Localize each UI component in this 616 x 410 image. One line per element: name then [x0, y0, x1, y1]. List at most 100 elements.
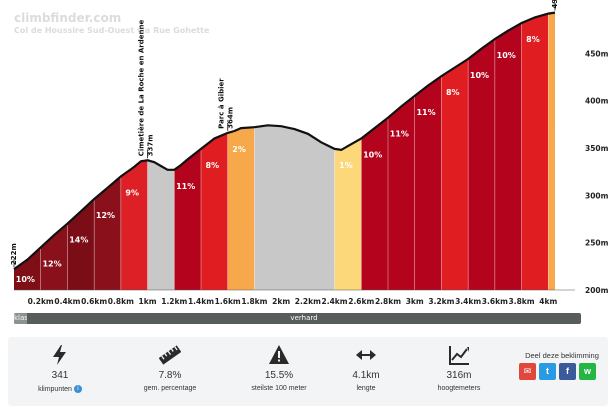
gradient-segment-9 — [254, 125, 335, 290]
x-tick-label-8: 1.8km — [241, 297, 267, 306]
ruler-icon — [159, 345, 181, 365]
grade-label-13: 11% — [416, 108, 435, 117]
x-tick-label-12: 2.6km — [348, 297, 374, 306]
y-tick-label-3: 350m — [585, 144, 609, 153]
stat-value: 316m — [446, 370, 472, 381]
grade-label-6: 11% — [176, 182, 195, 191]
gradient-segment-1 — [40, 223, 68, 290]
gradient-segment-6 — [174, 148, 201, 290]
x-tick-label-14: 3km — [406, 297, 424, 306]
y-tick-label-2: 300m — [585, 191, 609, 200]
marker-label-2: Parc à Gibier — [218, 78, 226, 129]
stat-value: 15.5% — [264, 370, 294, 381]
warning-triangle-icon — [269, 345, 289, 364]
whatsapp-icon: w — [583, 366, 591, 376]
gradient-segment-11 — [361, 117, 388, 290]
grade-label-16: 10% — [497, 51, 516, 60]
gradient-segment-12 — [388, 95, 415, 291]
x-tick-label-11: 2.4km — [322, 297, 348, 306]
y-tick-label-1: 250m — [585, 239, 609, 248]
y-tick-label-5: 450m — [585, 49, 609, 58]
facebook-icon: f — [566, 366, 569, 376]
grade-label-7: 8% — [206, 161, 220, 170]
email-share-button[interactable]: ✉ — [519, 363, 536, 380]
gradient-segment-18 — [548, 12, 555, 290]
info-icon[interactable]: i — [73, 385, 82, 393]
x-tick-label-2: 0.6km — [81, 297, 107, 306]
stat-elevation-gain: 316m hoogtemeters — [413, 337, 505, 406]
x-tick-label-16: 3.4km — [455, 297, 481, 306]
surface-bar — [14, 313, 581, 324]
marker-elevation-2: 364m — [227, 107, 235, 129]
x-tick-label-15: 3.2km — [428, 297, 454, 306]
stat-value: 341 — [51, 370, 69, 381]
grade-label-4: 9% — [125, 188, 139, 197]
stat-avg-grade: 7.8% gem. percentage — [124, 337, 216, 406]
stat-climb-points: 341 klimpunten i — [14, 337, 106, 406]
stat-steepest-100m: 15.5% steilste 100 meter — [233, 337, 325, 406]
stat-length: 4.1km lengte — [320, 337, 412, 406]
gradient-segment-8 — [227, 127, 255, 290]
watermark-site: climbfinder.com — [14, 11, 121, 25]
whatsapp-share-button[interactable]: w — [579, 363, 596, 380]
gradient-segment-15 — [468, 39, 495, 290]
marker-elevation-1: 337m — [147, 134, 155, 156]
grade-label-10: 1% — [339, 161, 353, 170]
gradient-segment-13 — [414, 76, 442, 290]
twitter-icon: t — [546, 366, 549, 376]
gradient-segment-0 — [14, 247, 41, 290]
x-tick-label-18: 3.8km — [509, 297, 535, 306]
stats-panel: 341 klimpunten i 7.8% gem. percentage 15… — [8, 337, 608, 406]
gradient-segment-10 — [334, 138, 362, 290]
x-tick-label-9: 2km — [272, 297, 290, 306]
gradient-segment-16 — [494, 23, 522, 290]
email-icon: ✉ — [523, 366, 532, 376]
x-tick-label-3: 0.8km — [108, 297, 134, 306]
lightning-icon — [53, 345, 66, 365]
profile-line — [13, 11, 556, 271]
arrows-horizontal-icon — [356, 350, 376, 360]
x-tick-label-7: 1.6km — [215, 297, 241, 306]
grade-label-14: 8% — [446, 88, 460, 97]
marker-label-0: 222m — [10, 243, 18, 265]
line-chart-icon — [449, 346, 469, 365]
x-tick-label-10: 2.2km — [295, 297, 321, 306]
stat-label: lengte — [356, 385, 376, 392]
gradient-segment-7 — [201, 132, 228, 290]
stat-value: 7.8% — [158, 370, 182, 381]
grade-label-2: 14% — [69, 236, 88, 245]
gradient-segment-4 — [120, 160, 148, 290]
grade-label-12: 11% — [390, 130, 409, 139]
facebook-share-button[interactable]: f — [559, 363, 576, 380]
stat-label: gem. percentage — [143, 385, 197, 392]
gradient-segment-3 — [94, 176, 121, 290]
stat-value: 4.1km — [352, 370, 380, 381]
y-tick-label-0: 200m — [585, 286, 609, 295]
watermark-route: Col de Houssire Sud-Ouest via Rue Gohett… — [14, 26, 210, 35]
twitter-share-button[interactable]: t — [539, 363, 556, 380]
stat-label: hoogtemeters — [437, 385, 481, 392]
surface-start-label: klasse — [14, 314, 27, 322]
grade-label-11: 10% — [363, 151, 382, 160]
gradient-segment-14 — [441, 59, 469, 290]
elevation-chart-svg: climbfinder.com Col de Houssire Sud-Oues… — [10, 0, 609, 306]
gradient-segment-5 — [147, 160, 175, 290]
stat-label: steilste 100 meter — [251, 385, 307, 392]
x-tick-label-4: 1km — [139, 297, 157, 306]
gradient-segment-2 — [67, 199, 95, 290]
grade-label-17: 8% — [526, 35, 540, 44]
marker-label-1: Cimetière de La Roche en Ardenne — [138, 20, 146, 157]
share-title: Deel deze beklimming — [525, 351, 599, 360]
x-tick-label-0: 0.2km — [28, 297, 54, 306]
x-tick-label-19: 4km — [539, 297, 557, 306]
grade-label-3: 12% — [96, 211, 115, 220]
grade-label-0: 10% — [16, 275, 35, 284]
x-tick-label-17: 3.6km — [482, 297, 508, 306]
grade-label-1: 12% — [42, 259, 61, 268]
marker-label-3: 498m — [551, 0, 559, 9]
elevation-chart: climbfinder.com Col de Houssire Sud-Oues… — [10, 0, 609, 306]
grade-label-15: 10% — [470, 71, 489, 80]
y-tick-label-4: 400m — [585, 97, 609, 106]
x-tick-label-5: 1.2km — [161, 297, 187, 306]
x-tick-label-1: 0.4km — [54, 297, 80, 306]
